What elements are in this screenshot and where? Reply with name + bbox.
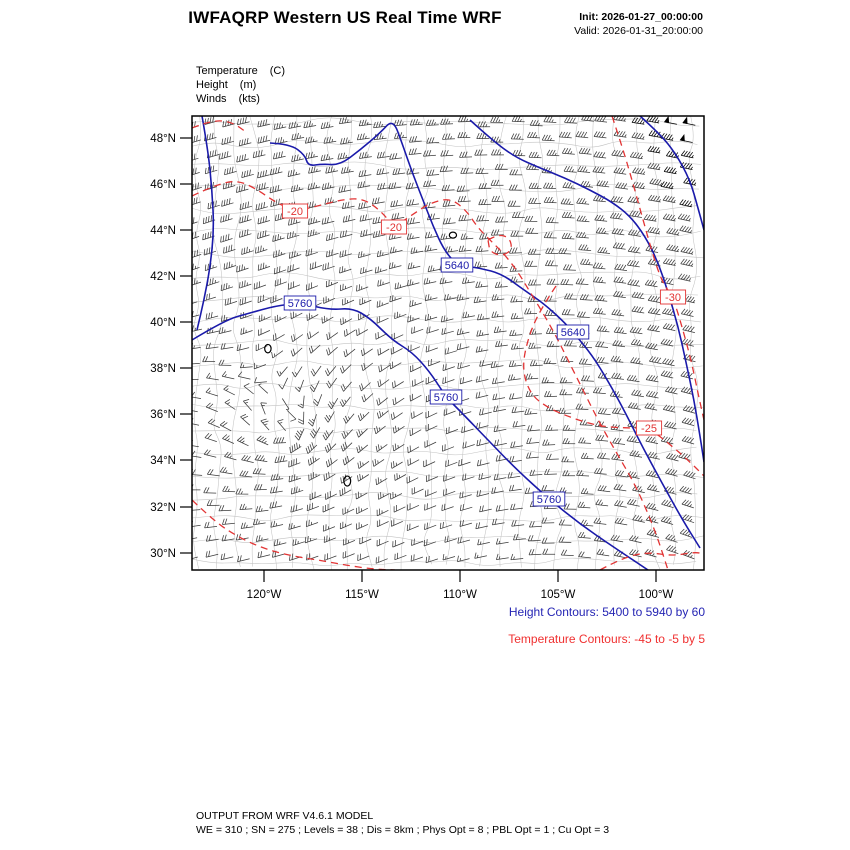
- height-contours: [192, 116, 704, 570]
- map-interior: [192, 116, 704, 570]
- svg-text:34°N: 34°N: [150, 455, 176, 467]
- svg-text:5760: 5760: [288, 298, 312, 310]
- svg-text:100°W: 100°W: [639, 589, 674, 601]
- svg-text:5640: 5640: [445, 260, 469, 272]
- page-title: IWFAQRP Western US Real Time WRF: [188, 8, 502, 27]
- svg-text:44°N: 44°N: [150, 225, 176, 237]
- svg-text:110°W: 110°W: [443, 589, 477, 601]
- variable-legend: Temperature (C) Height (m) Winds (kts): [196, 64, 285, 106]
- svg-text:5640: 5640: [561, 327, 585, 339]
- legend-row-winds: Winds (kts): [196, 93, 260, 105]
- valid-time: Valid: 2026-01-31_20:00:00: [463, 25, 703, 37]
- svg-text:30°N: 30°N: [150, 548, 176, 560]
- terrain-mesh: [192, 116, 704, 570]
- svg-text:-20: -20: [386, 222, 402, 234]
- footer-model-line: OUTPUT FROM WRF V4.6.1 MODEL: [196, 810, 374, 822]
- svg-text:40°N: 40°N: [150, 317, 176, 329]
- height-contour-note: Height Contours: 5400 to 5940 by 60: [508, 605, 705, 619]
- svg-text:5760: 5760: [537, 494, 561, 506]
- svg-text:46°N: 46°N: [150, 179, 176, 191]
- temperature-contours: [192, 116, 704, 570]
- valid-value: 2026-01-31_20:00:00: [602, 25, 703, 37]
- valid-label: Valid:: [574, 25, 600, 37]
- svg-text:32°N: 32°N: [150, 502, 176, 514]
- map-frame: [191, 115, 705, 571]
- svg-text:42°N: 42°N: [150, 271, 176, 283]
- svg-text:-20: -20: [287, 206, 303, 218]
- svg-text:5760: 5760: [434, 392, 458, 404]
- svg-text:38°N: 38°N: [150, 363, 176, 375]
- svg-text:-25: -25: [641, 423, 657, 435]
- legend-row-height: Height (m): [196, 79, 257, 91]
- svg-text:120°W: 120°W: [247, 589, 282, 601]
- legend-row-temperature: Temperature (C): [196, 65, 286, 77]
- contour-labels: 5760 5640 5640 5760 5760 -20 -20 -30 -25: [281, 203, 687, 507]
- axis-ticks: [180, 137, 657, 582]
- svg-text:48°N: 48°N: [150, 133, 176, 145]
- footer-config-line: WE = 310 ; SN = 275 ; Levels = 38 ; Dis …: [196, 824, 610, 836]
- svg-text:105°W: 105°W: [541, 589, 576, 601]
- svg-text:115°W: 115°W: [345, 589, 379, 601]
- init-time: Init: 2026-01-27_00:00:00: [463, 11, 703, 23]
- temperature-contour-note: Temperature Contours: -45 to -5 by 5: [508, 632, 705, 646]
- axis-tick-labels: 48°N 46°N 44°N 42°N 40°N 38°N 36°N 34°N 32°N 30°N…: [150, 133, 673, 601]
- svg-text:-30: -30: [665, 292, 681, 304]
- svg-text:36°N: 36°N: [150, 409, 176, 421]
- init-value: 2026-01-27_00:00:00: [601, 11, 703, 23]
- init-label: Init:: [579, 11, 599, 23]
- wind-barbs: [192, 116, 697, 564]
- lakes: [264, 231, 458, 487]
